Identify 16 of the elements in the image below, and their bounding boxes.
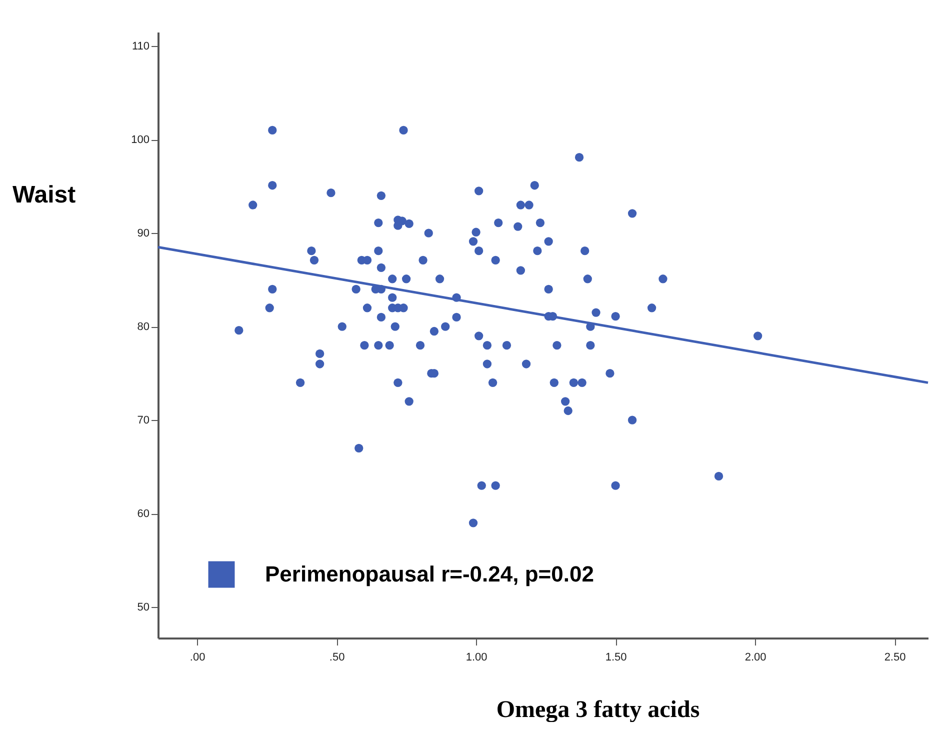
- y-axis-title: Waist: [12, 182, 76, 208]
- x-tick-label: 2.50: [884, 652, 906, 664]
- y-tick-label: 110: [132, 40, 150, 53]
- y-tick-label: 100: [131, 134, 150, 146]
- x-axis-title: Omega 3 fatty acids: [496, 697, 700, 723]
- y-tick-label: 70: [137, 414, 150, 427]
- x-tick-label: .50: [329, 652, 345, 664]
- x-tick-label: 1.50: [605, 652, 627, 664]
- y-tick-label: 60: [137, 508, 150, 520]
- x-tick-label: 2.00: [744, 652, 766, 664]
- y-tick-label: 80: [137, 321, 150, 334]
- x-tick-label: .00: [190, 652, 206, 664]
- x-tick-label: 1.00: [466, 652, 488, 664]
- y-tick-label: 90: [137, 228, 150, 240]
- y-tick-label: 50: [137, 602, 150, 614]
- legend-label: Perimenopausal r=-0.24, p=0.02: [265, 562, 594, 586]
